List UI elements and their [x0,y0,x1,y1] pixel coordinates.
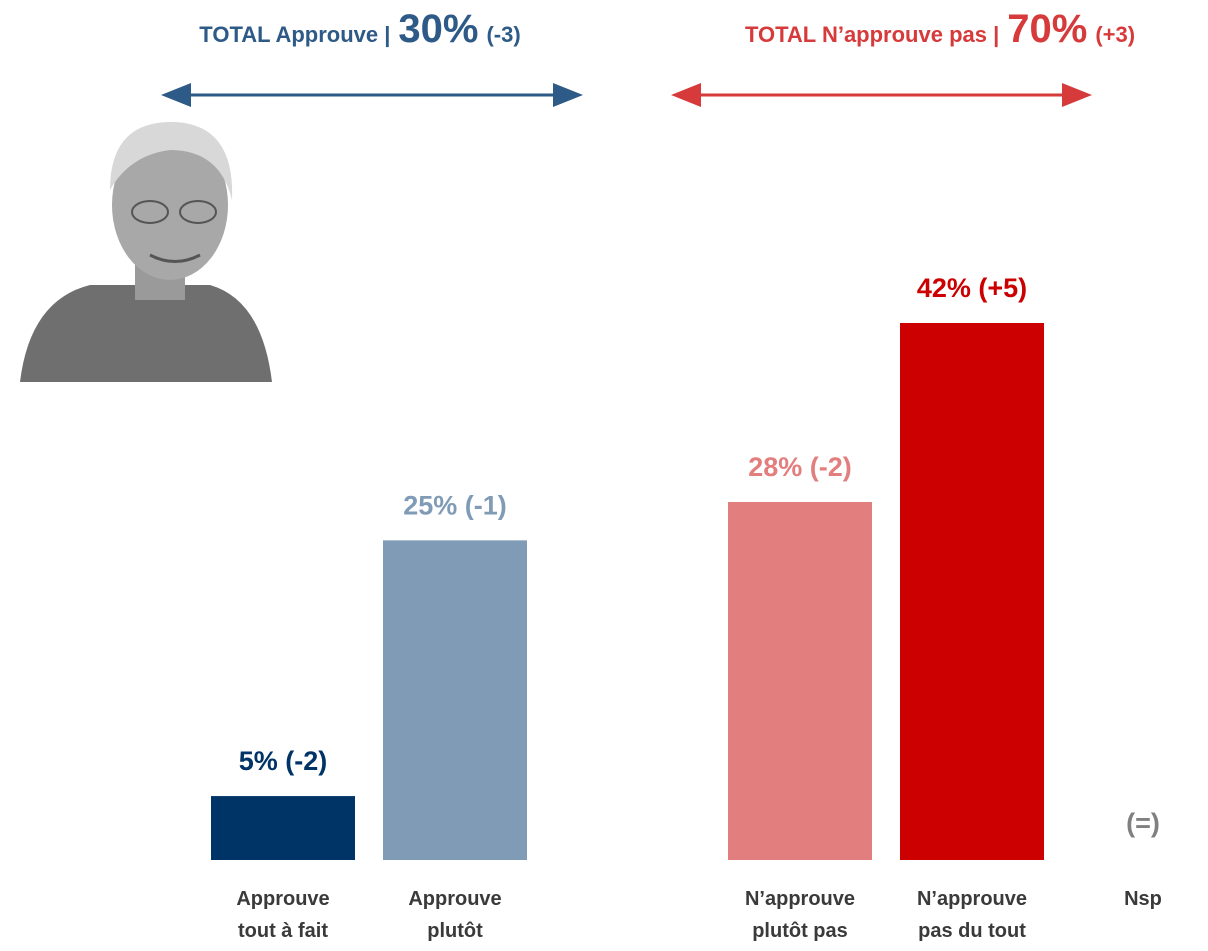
category-label: plutôt pas [752,920,848,942]
value-label: 25% (-1) [403,490,507,520]
bar [900,323,1044,860]
category-label: pas du tout [918,920,1026,942]
header-change: (-3) [486,22,520,47]
header: TOTAL N’approuve pas | 70% (+3) [745,7,1135,51]
header-text: TOTAL N’approuve pas | [745,22,999,47]
header-text: TOTAL Approuve | [199,22,390,47]
chart: TOTAL Approuve | 30% (-3) TOTAL N’approuve … [0,0,1208,951]
bar [728,502,872,860]
header: TOTAL Approuve | 30% (-3) [199,7,520,51]
category-label: N’approuve [917,888,1027,910]
portrait [8,120,272,382]
category-label: Approuve [408,888,501,910]
header-total: 70% [1007,7,1087,51]
category-label: N’approuve [745,888,855,910]
category-label: plutôt [427,920,483,942]
value-label: 42% (+5) [917,273,1027,303]
category-label: Nsp [1124,888,1162,910]
bar [211,796,355,860]
value-label: 28% (-2) [748,452,852,482]
value-label: (=) [1126,808,1160,838]
header-change: (+3) [1095,22,1135,47]
value-label: 5% (-2) [239,746,328,776]
header-total: 30% [398,7,478,51]
bar [383,540,527,860]
category-label: tout à fait [238,920,328,942]
category-label: Approuve [236,888,329,910]
